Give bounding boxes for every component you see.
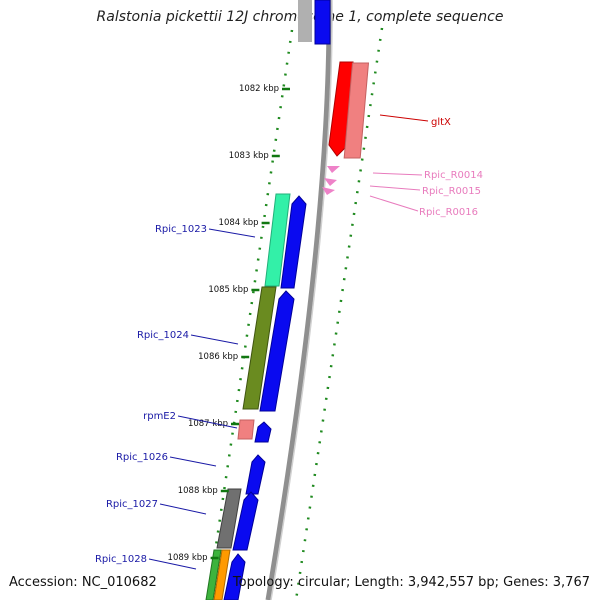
r0014-leader xyxy=(372,172,423,176)
partial-gene-blue xyxy=(314,0,331,45)
rpme2-leader xyxy=(177,415,238,429)
partial-gene-gray xyxy=(298,0,312,42)
chromosome-backbone-highlight xyxy=(270,0,333,600)
label-rpic-1028[interactable]: Rpic_1028 xyxy=(95,554,147,565)
rpic1028-product-orange xyxy=(213,549,231,600)
rpic1023-leader xyxy=(208,228,256,238)
gltx-gene-arrow xyxy=(328,61,354,157)
rpic1027-product-block xyxy=(216,488,242,549)
label-rpic-1023[interactable]: Rpic_1023 xyxy=(155,224,207,235)
label-rpic-1026[interactable]: Rpic_1026 xyxy=(116,452,168,463)
ruler-tick-label: 1089 kbp xyxy=(168,553,208,563)
label-gltx[interactable]: gltX xyxy=(431,117,451,128)
label-rpic-1027[interactable]: Rpic_1027 xyxy=(106,499,158,510)
label-rpic-r0014[interactable]: Rpic_R0014 xyxy=(424,170,483,181)
ruler-tick-label: 1082 kbp xyxy=(239,84,279,94)
rpic1028-leader xyxy=(148,558,197,570)
rpic1028-product-green xyxy=(205,549,222,600)
topology-summary: Topology: circular; Length: 3,942,557 bp… xyxy=(232,575,590,590)
kbp-ruler: 1082 kbp 1083 kbp 1084 kbp 1085 kbp 1086 kbp… xyxy=(168,84,290,563)
ruler-tick-label: 1083 kbp xyxy=(229,151,269,161)
rpic1027-leader xyxy=(159,503,207,515)
label-rpme2[interactable]: rpmE2 xyxy=(143,411,176,422)
rpic1024-gene-arrow xyxy=(259,290,295,412)
rpic1026-leader xyxy=(169,456,217,467)
gltx-leader xyxy=(379,114,429,122)
rpme2-gene-arrow xyxy=(254,421,272,443)
rpic1028-gene-arrow xyxy=(223,553,246,600)
trna-r0016-arrow xyxy=(322,187,335,195)
trna-r0015-arrow xyxy=(324,178,337,186)
rpic1024-leader xyxy=(190,334,239,345)
rpme2-product-block xyxy=(237,419,255,440)
ruler-tick-label: 1087 kbp xyxy=(188,419,228,429)
rpic1023-gene-arrow xyxy=(280,195,307,289)
rpic1024-product-block xyxy=(242,286,277,410)
ruler-tick-label: 1085 kbp xyxy=(208,285,248,295)
label-rpic-r0015[interactable]: Rpic_R0015 xyxy=(422,186,481,197)
r0016-leader xyxy=(369,195,419,212)
accession-text: Accession: NC_010682 xyxy=(9,575,157,590)
rpic1026-gene-arrow xyxy=(245,454,266,495)
trna-r0014-arrow xyxy=(327,166,340,173)
r0015-leader xyxy=(369,185,421,191)
rpic1023-product-block xyxy=(264,193,291,287)
gltx-product-block xyxy=(343,62,370,159)
ruler-tick-label: 1088 kbp xyxy=(178,486,218,496)
ruler-tick-label: 1084 kbp xyxy=(219,218,259,228)
ruler-tick-label: 1086 kbp xyxy=(198,352,238,362)
label-rpic-1024[interactable]: Rpic_1024 xyxy=(137,330,189,341)
rpic1027-gene-arrow xyxy=(232,491,259,551)
chromosome-backbone xyxy=(265,0,332,600)
label-rpic-r0016[interactable]: Rpic_R0016 xyxy=(419,207,478,218)
